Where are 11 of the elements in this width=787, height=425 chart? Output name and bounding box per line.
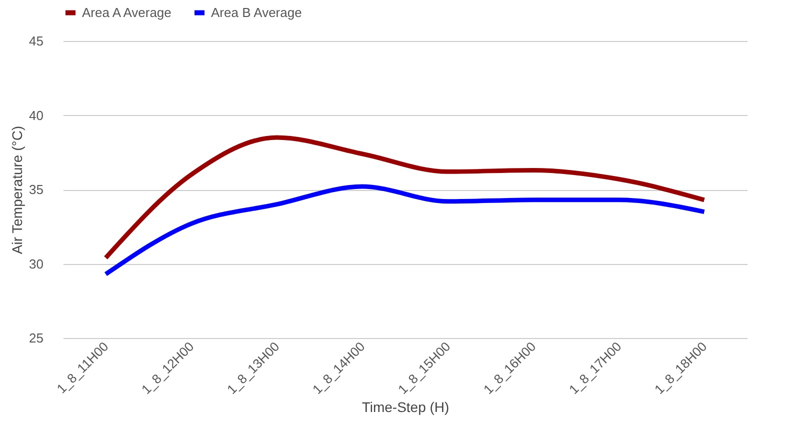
y-tick-label: 30 bbox=[29, 256, 44, 272]
legend-label: Area B Average bbox=[211, 4, 302, 20]
y-tick-label: 25 bbox=[29, 330, 44, 346]
x-axis-title: Time-Step (H) bbox=[362, 398, 450, 415]
y-axis-title: Air Temperature (°C) bbox=[9, 126, 26, 254]
y-tick-label: 45 bbox=[29, 34, 44, 48]
legend-label: Area A Average bbox=[82, 4, 172, 20]
y-tick-label: 35 bbox=[29, 182, 44, 197]
line-series bbox=[104, 184, 706, 276]
y-tick-label: 40 bbox=[29, 108, 44, 123]
line-series bbox=[104, 135, 706, 260]
